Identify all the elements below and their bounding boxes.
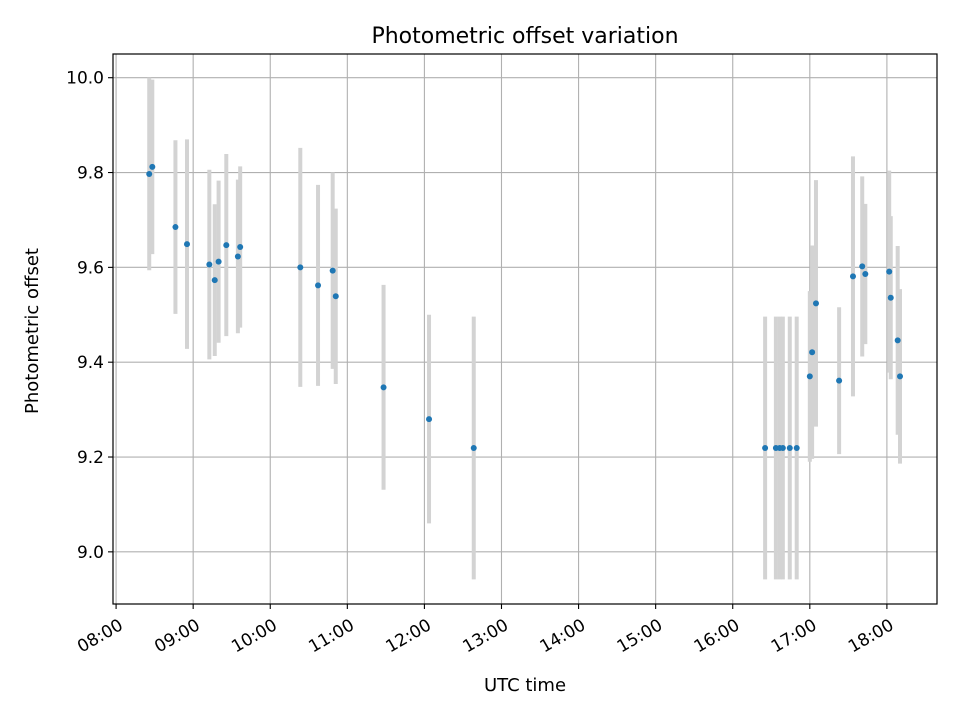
- data-point: [146, 170, 153, 177]
- data-point: [149, 163, 156, 170]
- data-point: [426, 416, 433, 423]
- data-point: [779, 445, 786, 452]
- data-point: [894, 337, 901, 344]
- y-axis-label: Photometric offset: [22, 248, 43, 414]
- data-point: [332, 293, 339, 300]
- y-tick-label: 10.0: [66, 69, 104, 89]
- data-point: [812, 300, 819, 307]
- data-point: [234, 253, 241, 260]
- data-point: [223, 242, 230, 249]
- data-point: [315, 282, 322, 289]
- data-point: [206, 261, 213, 268]
- data-point: [897, 373, 904, 380]
- data-point: [886, 268, 893, 275]
- data-point: [862, 271, 869, 277]
- data-point: [215, 258, 222, 265]
- data-point: [762, 445, 769, 452]
- data-point: [211, 277, 218, 284]
- x-axis-label: UTC time: [484, 675, 566, 696]
- y-tick-label: 9.4: [77, 353, 104, 373]
- plot-frame: [112, 53, 938, 605]
- data-point: [809, 349, 816, 356]
- data-point: [329, 267, 336, 274]
- y-axis-ticks: 9.0 9.2 9.4 9.6 9.8 10.0: [66, 69, 113, 563]
- y-tick-label: 9.6: [77, 258, 104, 278]
- y-tick-label: 9.0: [77, 543, 104, 563]
- data-point: [786, 445, 793, 452]
- data-point: [172, 224, 179, 231]
- data-point: [470, 445, 477, 452]
- data-point: [806, 373, 813, 380]
- chart-title: Photometric offset variation: [371, 24, 678, 49]
- data-point: [237, 243, 244, 250]
- data-point: [297, 264, 304, 271]
- data-points: [146, 163, 904, 452]
- data-point: [859, 263, 866, 270]
- data-point: [836, 377, 843, 384]
- data-point: [183, 241, 190, 248]
- y-tick-label: 9.8: [77, 164, 104, 184]
- data-point: [793, 445, 800, 452]
- data-point: [887, 294, 894, 301]
- data-point: [380, 384, 387, 391]
- y-tick-label: 9.2: [77, 448, 104, 468]
- data-point: [849, 273, 856, 280]
